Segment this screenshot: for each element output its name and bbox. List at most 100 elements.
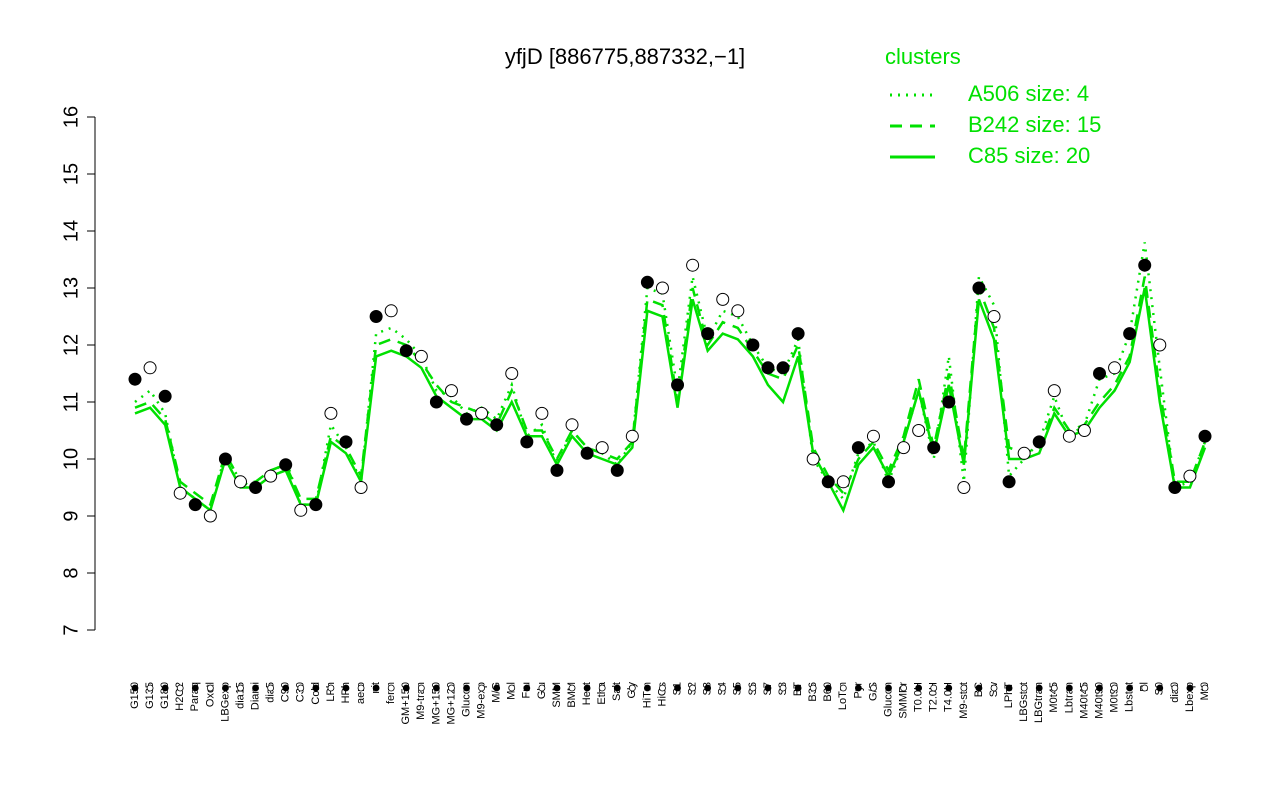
y-tick-label: 10 bbox=[60, 448, 82, 470]
point bbox=[1093, 367, 1107, 380]
y-tick-label: 12 bbox=[60, 334, 82, 356]
point bbox=[655, 281, 669, 295]
x-tick-dot bbox=[312, 684, 320, 692]
x-tick-dot bbox=[252, 684, 259, 692]
point bbox=[882, 475, 896, 489]
x-tick-dot bbox=[1050, 684, 1058, 692]
x-tick-dot bbox=[598, 684, 606, 692]
chart-title: yfjD [886775,887332,−1] bbox=[505, 44, 745, 69]
point bbox=[505, 367, 519, 380]
x-tick-dot bbox=[1201, 684, 1209, 692]
point bbox=[203, 509, 217, 523]
point bbox=[806, 452, 820, 466]
point bbox=[987, 310, 1001, 323]
cluster-line bbox=[134, 287, 1207, 514]
x-tick-label: LBGexp bbox=[219, 682, 231, 722]
point bbox=[1047, 384, 1061, 398]
point bbox=[1032, 435, 1046, 449]
legend-label: A506 size: 4 bbox=[968, 81, 1089, 106]
y-tick-label: 7 bbox=[60, 624, 82, 635]
x-tick-label: M9-tran bbox=[415, 682, 427, 720]
point bbox=[188, 498, 202, 512]
x-tick-dot bbox=[1141, 684, 1149, 692]
x-tick-dot bbox=[1096, 684, 1103, 692]
x-tick-dot bbox=[1186, 684, 1194, 692]
legend-label: B242 size: 15 bbox=[968, 112, 1101, 137]
point bbox=[836, 475, 850, 489]
point bbox=[912, 424, 926, 437]
point bbox=[520, 435, 534, 449]
point bbox=[625, 429, 639, 443]
y-tick-label: 13 bbox=[60, 277, 82, 299]
x-tick-label: M40t90 bbox=[1093, 682, 1105, 719]
x-tick-dot bbox=[779, 684, 787, 692]
point bbox=[1017, 446, 1031, 460]
point bbox=[490, 418, 504, 432]
x-tick-dot bbox=[297, 684, 305, 692]
point bbox=[1108, 361, 1122, 375]
point bbox=[1123, 327, 1137, 341]
x-tick-dot bbox=[372, 684, 380, 692]
point bbox=[580, 446, 594, 460]
x-tick-dot bbox=[659, 684, 666, 692]
point bbox=[851, 441, 865, 455]
x-tick-label: LBGtran bbox=[1033, 682, 1045, 723]
x-tick-dot bbox=[870, 684, 877, 692]
x-tick-label: Lbtran bbox=[1063, 682, 1075, 713]
x-tick-dot bbox=[191, 684, 199, 692]
point bbox=[595, 441, 609, 455]
x-tick-label: MG+150 bbox=[430, 682, 442, 725]
point bbox=[1198, 429, 1212, 443]
x-tick-dot bbox=[417, 684, 425, 692]
point bbox=[249, 481, 263, 494]
point bbox=[354, 481, 368, 494]
x-tick-dot bbox=[357, 684, 365, 692]
point bbox=[460, 412, 474, 426]
x-tick-dot bbox=[839, 684, 847, 692]
x-tick-dot bbox=[478, 684, 486, 692]
x-tick-dot bbox=[387, 684, 395, 692]
point bbox=[972, 281, 986, 295]
x-tick-label: Glucon bbox=[882, 682, 894, 717]
y-tick-label: 8 bbox=[60, 567, 82, 578]
x-tick-dot bbox=[176, 684, 184, 692]
x-tick-dot bbox=[900, 684, 907, 692]
x-tick-dot bbox=[568, 684, 576, 692]
point bbox=[761, 361, 775, 375]
point bbox=[264, 469, 278, 483]
point bbox=[1062, 429, 1076, 443]
x-tick-dot bbox=[508, 684, 516, 692]
point bbox=[671, 378, 685, 392]
x-tick-dot bbox=[689, 684, 697, 692]
point bbox=[550, 463, 564, 477]
x-tick-dot bbox=[206, 684, 214, 692]
x-tick-label: LBGstat bbox=[1018, 682, 1030, 722]
point bbox=[173, 486, 187, 500]
x-tick-dot bbox=[1156, 684, 1164, 692]
point bbox=[444, 384, 458, 398]
x-tick-label: GM+150 bbox=[400, 682, 412, 725]
x-tick-dot bbox=[267, 684, 275, 692]
point bbox=[1168, 481, 1182, 494]
x-tick-dot bbox=[854, 684, 862, 692]
x-tick-dot bbox=[719, 684, 727, 692]
x-tick-dot bbox=[463, 684, 470, 692]
legend-label: C85 size: 20 bbox=[968, 143, 1090, 168]
x-tick-dot bbox=[704, 684, 712, 692]
point bbox=[1138, 258, 1152, 272]
x-tick-dot bbox=[583, 684, 591, 692]
point bbox=[776, 361, 790, 375]
point bbox=[942, 395, 956, 409]
x-tick-dot bbox=[161, 684, 169, 692]
point bbox=[1153, 338, 1167, 352]
x-tick-dot bbox=[538, 684, 546, 692]
point bbox=[158, 389, 172, 403]
x-tick-dot bbox=[975, 684, 983, 692]
point bbox=[791, 327, 805, 341]
x-tick-dot bbox=[734, 684, 742, 692]
point bbox=[746, 338, 760, 352]
x-tick-dot bbox=[990, 684, 998, 692]
x-tick-dot bbox=[1035, 684, 1043, 692]
point bbox=[866, 429, 880, 443]
